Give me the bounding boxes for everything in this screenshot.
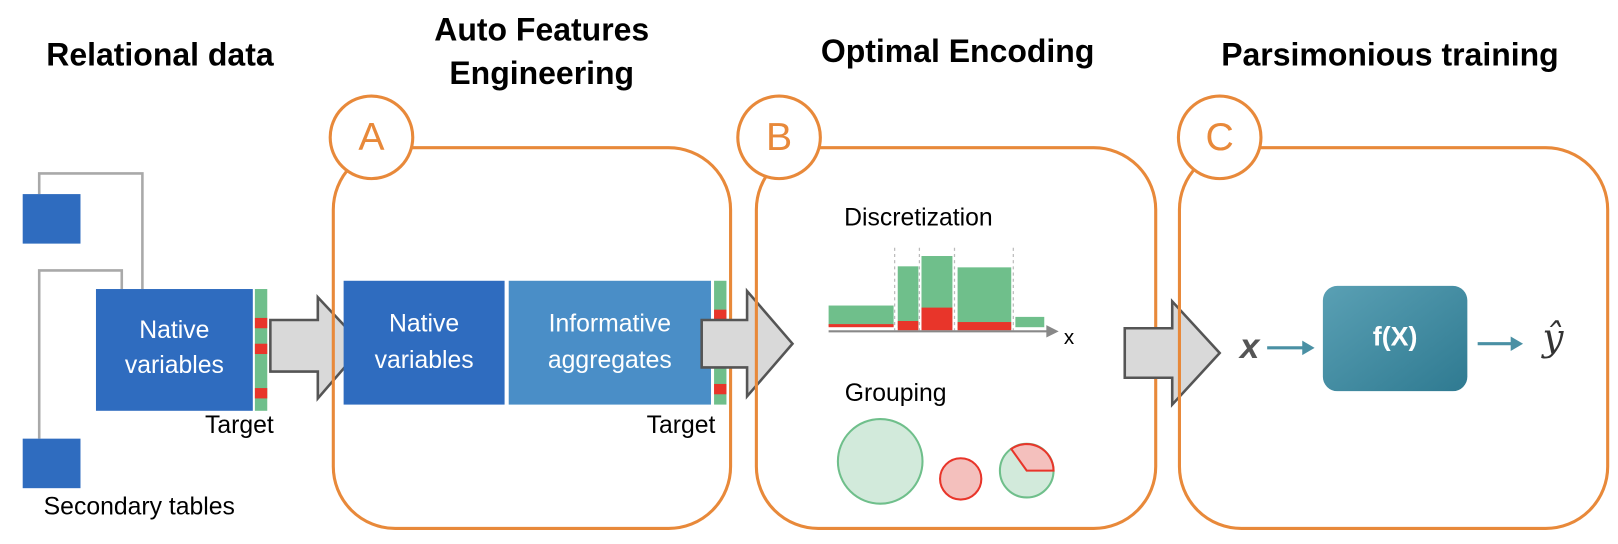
- box-label: Native: [139, 317, 209, 344]
- target-mark: [714, 309, 727, 320]
- group-wedge: [1009, 443, 1055, 472]
- secondary-table: [22, 438, 81, 489]
- badge: [736, 94, 822, 181]
- secondary-table: [22, 194, 81, 244]
- panel: [1177, 146, 1610, 530]
- box-label: Native: [389, 311, 459, 338]
- flow-arrow: [1123, 298, 1222, 408]
- badge: [328, 94, 415, 181]
- native-box: [95, 289, 253, 411]
- aggregates-box: [508, 280, 711, 405]
- badge-letter: B: [766, 116, 792, 159]
- group-circle: [836, 418, 924, 505]
- relational-data: Native variables Target Secondary tables: [22, 172, 274, 520]
- axis-label: x: [1064, 326, 1075, 349]
- box-label: Informative: [549, 311, 671, 338]
- connector: [37, 269, 124, 439]
- column-title: Optimal Encoding: [821, 33, 1095, 69]
- column-title: Engineering: [449, 55, 634, 91]
- box-label: variables: [125, 352, 224, 379]
- secondary-label: Secondary tables: [44, 493, 235, 520]
- target-mark: [254, 343, 268, 355]
- input-symbol: x: [1238, 327, 1261, 366]
- column-title: Parsimonious training: [1221, 36, 1559, 72]
- connector: [37, 172, 144, 290]
- arrow-head: [1302, 340, 1315, 356]
- target-mark: [714, 383, 727, 395]
- box-label: variables: [375, 347, 474, 374]
- output-symbol: ŷ: [1540, 316, 1564, 359]
- histogram: [828, 247, 1059, 338]
- model-label: f(X): [1373, 322, 1418, 352]
- column-title: Auto Features: [434, 12, 649, 48]
- box-label: aggregates: [548, 347, 672, 374]
- section-label: Grouping: [845, 380, 947, 407]
- target-mark: [254, 317, 268, 329]
- native-box: [343, 280, 505, 405]
- flow-arrow: [700, 287, 795, 400]
- target-mark: [254, 388, 268, 399]
- flow-arrow: [269, 294, 365, 402]
- group-circle: [939, 457, 983, 501]
- badge-letter: A: [358, 116, 385, 159]
- badge-letter: C: [1206, 116, 1234, 159]
- badge: [1176, 94, 1263, 181]
- target-label: Target: [647, 412, 716, 439]
- arrow-head: [1510, 336, 1524, 351]
- column-title: Relational data: [46, 36, 274, 72]
- target-label: Target: [205, 412, 274, 439]
- model-box: [1322, 285, 1468, 392]
- section-label: Discretization: [844, 204, 993, 231]
